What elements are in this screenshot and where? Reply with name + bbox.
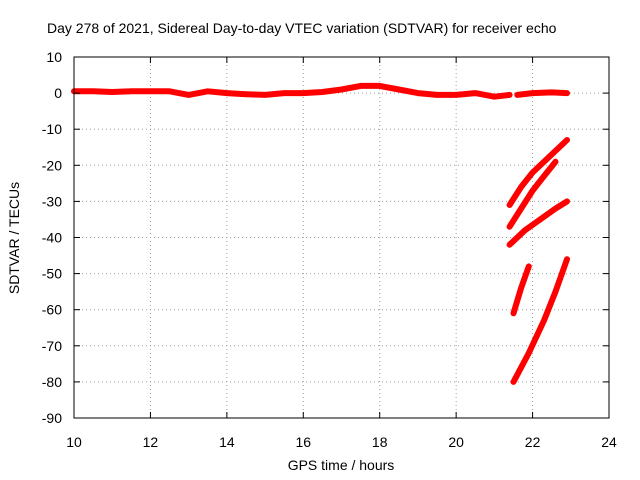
series-line-6	[510, 263, 532, 317]
y-tick-label: -30	[42, 193, 62, 209]
y-axis-tick-labels: 10 0 -10 -20 -30 -40 -50 -60 -70 -80 -90	[42, 49, 62, 426]
x-tick-label: 22	[525, 434, 541, 450]
y-tick-label: -80	[42, 374, 62, 390]
y-tick-label: 10	[46, 49, 62, 65]
y-tick-label: -50	[42, 266, 62, 282]
x-tick-label: 12	[143, 434, 159, 450]
x-axis-tick-labels: 10 12 14 16 18 20 22 24	[66, 434, 617, 450]
chart-title: Day 278 of 2021, Sidereal Day-to-day VTE…	[47, 20, 557, 36]
x-tick-label: 20	[448, 434, 464, 450]
x-tick-label: 10	[66, 434, 82, 450]
series-line-2	[514, 89, 570, 98]
x-tick-label: 18	[372, 434, 388, 450]
y-tick-label: -70	[42, 338, 62, 354]
series-layer	[71, 82, 570, 385]
y-tick-label: -60	[42, 302, 62, 318]
series-line-5	[506, 198, 570, 248]
x-tick-label: 16	[295, 434, 311, 450]
y-axis-label: SDTVAR / TECUs	[6, 182, 22, 294]
y-tick-label: 0	[54, 85, 62, 101]
y-tick-label: -10	[42, 121, 62, 137]
series-line-1	[71, 82, 513, 100]
y-tick-label: -40	[42, 230, 62, 246]
y-tick-label: -90	[42, 410, 62, 426]
series-line-3	[506, 137, 570, 208]
y-tick-label: -20	[42, 157, 62, 173]
x-axis-label: GPS time / hours	[288, 457, 395, 473]
x-tick-label: 14	[219, 434, 235, 450]
x-tick-label: 24	[601, 434, 617, 450]
series-line-4	[506, 158, 559, 230]
grid	[74, 57, 609, 418]
axis-ticks	[73, 56, 610, 419]
series-line-7	[510, 256, 570, 385]
